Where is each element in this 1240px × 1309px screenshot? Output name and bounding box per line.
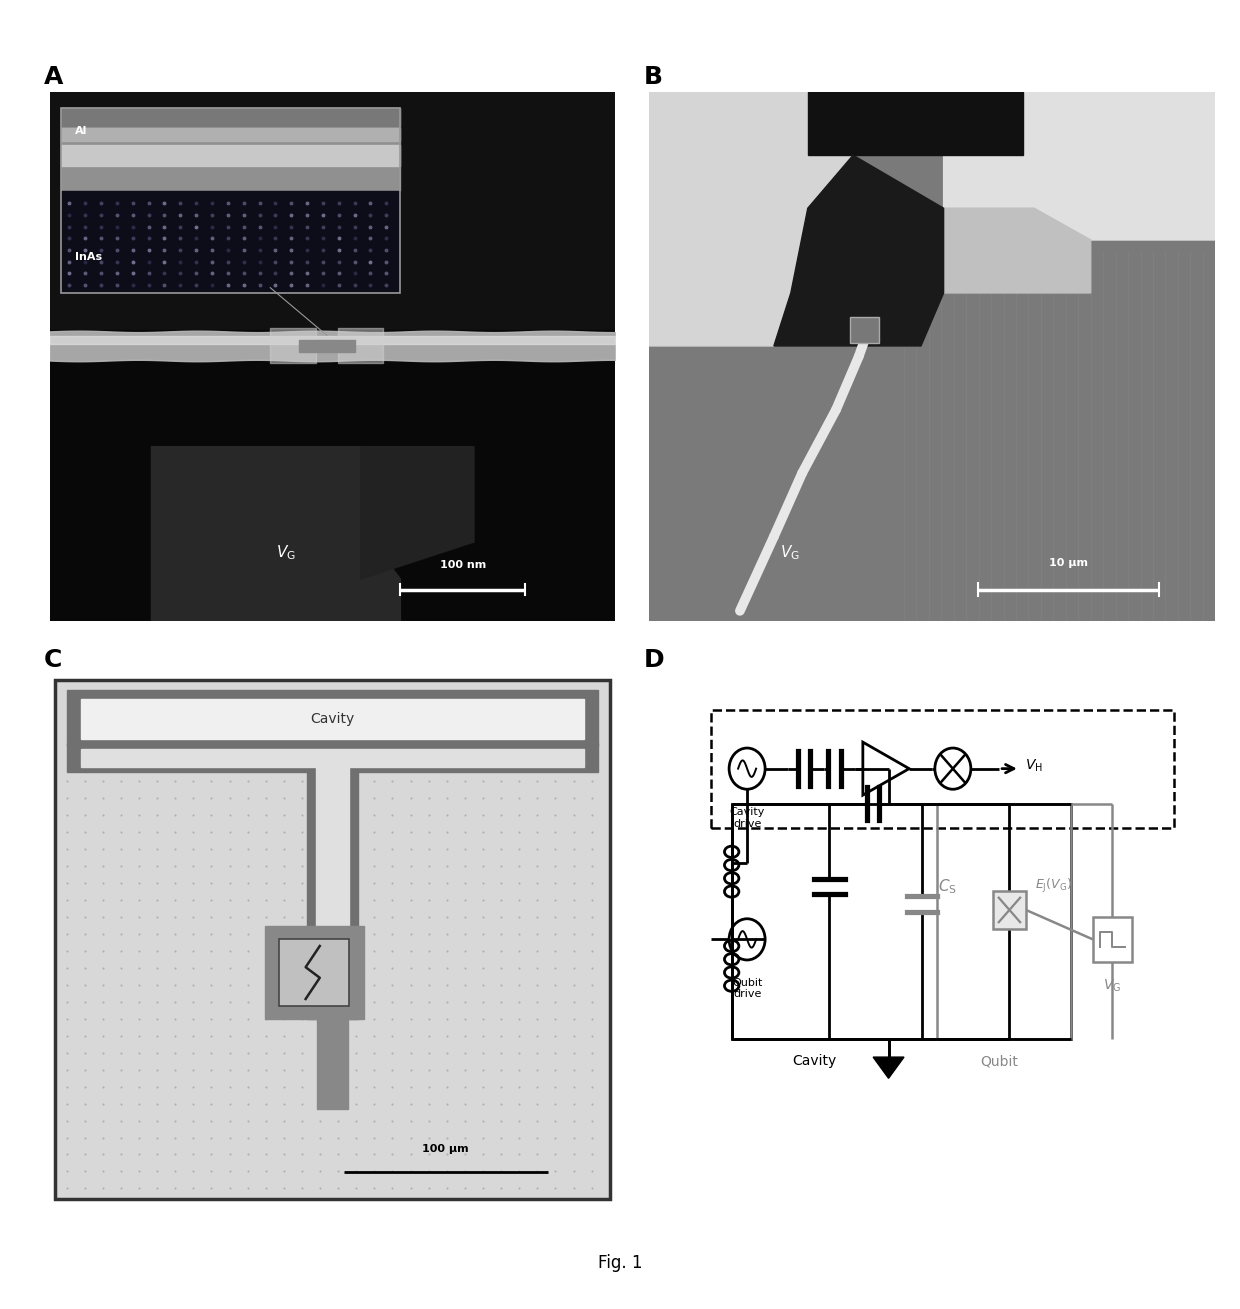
Polygon shape — [944, 92, 1215, 240]
Bar — [67, 690, 599, 746]
Bar — [993, 891, 1025, 929]
Text: D: D — [644, 648, 665, 672]
Bar — [61, 107, 401, 126]
Polygon shape — [774, 156, 944, 346]
Text: 100 μm: 100 μm — [423, 1144, 469, 1155]
Bar — [279, 940, 350, 1005]
Bar — [61, 107, 401, 293]
Bar — [937, 804, 1071, 1039]
Text: Fig. 1: Fig. 1 — [598, 1254, 642, 1272]
Bar — [1092, 918, 1132, 962]
Text: $V_{\mathsf{H}}$: $V_{\mathsf{H}}$ — [1025, 758, 1043, 774]
Text: $V_{\mathsf{G}}$: $V_{\mathsf{G}}$ — [780, 543, 800, 562]
Bar — [61, 191, 401, 293]
Text: $E_{\mathsf{J}}(V_{\mathsf{G}})$: $E_{\mathsf{J}}(V_{\mathsf{G}})$ — [1034, 877, 1071, 895]
Text: Qubit: Qubit — [981, 1054, 1018, 1068]
Text: 10 μm: 10 μm — [1049, 558, 1087, 568]
Bar — [732, 804, 1071, 1039]
Polygon shape — [944, 208, 1091, 293]
Bar — [81, 699, 584, 740]
Bar — [264, 927, 363, 1018]
Text: InAs: InAs — [76, 253, 102, 262]
Text: 100 nm: 100 nm — [439, 560, 486, 571]
Polygon shape — [873, 1058, 904, 1079]
Text: $C_{\mathsf{S}}$: $C_{\mathsf{S}}$ — [939, 877, 957, 895]
Text: $V_{\mathsf{G}}$: $V_{\mathsf{G}}$ — [1104, 978, 1121, 994]
Text: $V_{\mathsf{G}}$: $V_{\mathsf{G}}$ — [277, 543, 295, 562]
Bar — [308, 767, 358, 1018]
Bar — [50, 330, 615, 622]
Text: Al: Al — [76, 126, 88, 136]
Bar — [807, 92, 1023, 156]
Text: Qubit
drive: Qubit drive — [732, 978, 763, 999]
Polygon shape — [151, 446, 401, 622]
Text: C: C — [43, 648, 62, 672]
Bar — [61, 145, 401, 166]
Bar — [315, 767, 350, 1018]
Bar — [81, 749, 584, 767]
Text: Cavity
drive: Cavity drive — [729, 806, 765, 829]
Bar — [50, 92, 615, 330]
Bar — [61, 107, 401, 191]
Text: B: B — [644, 65, 662, 89]
Bar — [67, 744, 599, 772]
Bar — [61, 128, 401, 141]
Bar — [317, 1016, 347, 1109]
Polygon shape — [650, 92, 853, 346]
Bar — [711, 709, 1174, 827]
Text: Cavity: Cavity — [310, 712, 355, 726]
Text: A: A — [43, 65, 63, 89]
Bar — [851, 317, 878, 343]
Polygon shape — [361, 446, 474, 579]
Text: Cavity: Cavity — [792, 1054, 836, 1068]
